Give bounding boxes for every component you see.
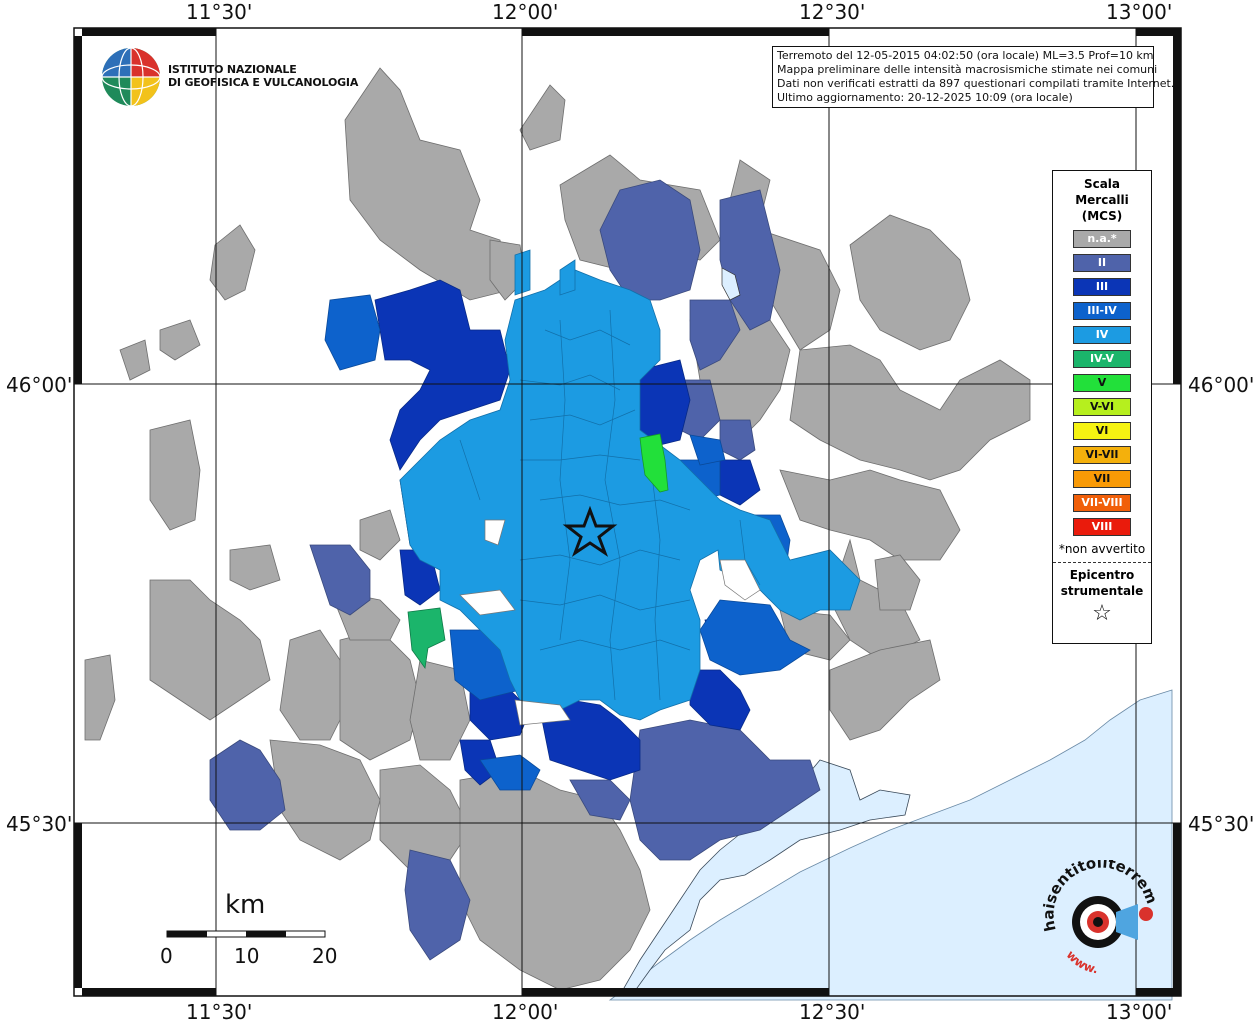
- legend-item: III: [1073, 278, 1131, 296]
- legend-epicenter-line: Epicentro: [1069, 568, 1135, 582]
- ingv-logo: ISTITUTO NAZIONALE DI GEOFISICA E VULCAN…: [100, 46, 358, 110]
- legend-item: V-VI: [1073, 398, 1131, 416]
- scale-bar: [166, 930, 326, 938]
- legend-item: V: [1073, 374, 1131, 392]
- epicenter-star: [562, 505, 618, 557]
- legend-item: n.a.*: [1073, 230, 1131, 248]
- lon-tick-label: 12°00': [492, 0, 559, 24]
- lon-tick-label: 12°30': [799, 1000, 866, 1024]
- legend-item: VII-VIII: [1073, 494, 1131, 512]
- legend-item: III-IV: [1073, 302, 1131, 320]
- legend-title: Scala Mercalli (MCS): [1053, 176, 1151, 224]
- legend-title-line: Scala: [1083, 177, 1121, 191]
- legend-items: n.a.* II III III-IV IV IV-V V V-VI VI VI-VII VII VI…: [1053, 230, 1151, 536]
- lon-tick-label: 12°00': [492, 1000, 559, 1024]
- event-info-line: Terremoto del 12-05-2015 04:02:50 (ora l…: [777, 49, 1154, 62]
- scale-unit-label: km: [225, 890, 266, 920]
- event-info-box: Terremoto del 12-05-2015 04:02:50 (ora l…: [772, 46, 1175, 108]
- legend-epicenter-line: strumentale: [1060, 584, 1144, 598]
- svg-text:www.: www.: [1063, 948, 1099, 977]
- scale-label: 20: [312, 944, 338, 968]
- legend-item: II: [1073, 254, 1131, 272]
- scale-label: 0: [160, 944, 173, 968]
- legend-title-line: Mercalli: [1075, 193, 1129, 207]
- lon-tick-label: 11°30': [186, 0, 253, 24]
- haisentito-logo: haisentitoilterremoto.it www.: [1031, 846, 1166, 980]
- region-intensity-IV-V: [407, 607, 446, 670]
- scale-label: 10: [234, 944, 260, 968]
- region-intensity-IV: [399, 249, 861, 721]
- lon-tick-label: 13°00': [1106, 1000, 1173, 1024]
- legend-item: VIII: [1073, 518, 1131, 536]
- lake: [721, 267, 741, 301]
- event-info-line: Ultimo aggiornamento: 20-12-2025 10:09 (…: [777, 91, 1073, 104]
- event-info-line: Mappa preliminare delle intensità macros…: [777, 63, 1158, 76]
- legend-item: VII: [1073, 470, 1131, 488]
- legend-item: VI: [1073, 422, 1131, 440]
- legend-separator: [1053, 562, 1151, 563]
- globe-icon: [101, 47, 161, 107]
- star-icon: ☆: [1092, 601, 1112, 626]
- lat-tick-label: 45°30': [6, 812, 73, 836]
- region-not-felt: [84, 67, 1031, 991]
- mcs-legend: Scala Mercalli (MCS) n.a.* II III III-IV IV I…: [1052, 170, 1152, 644]
- site-www-text: www.: [1063, 948, 1099, 977]
- haisentito-logo-graphic: haisentitoilterremoto.it www.: [1031, 846, 1161, 977]
- region-intensity-V: [639, 433, 669, 493]
- lat-tick-label: 46°00': [6, 373, 73, 397]
- lagoon: [619, 759, 911, 996]
- legend-item: VI-VII: [1073, 446, 1131, 464]
- lat-tick-label: 46°00': [1188, 373, 1255, 397]
- event-info-line: Dati non verificati estratti da 897 ques…: [777, 77, 1175, 90]
- legend-epicenter-label: Epicentro strumentale: [1053, 567, 1151, 599]
- region-intensity-II: [209, 179, 821, 961]
- region-no-data: [459, 519, 761, 726]
- legend-item: IV-V: [1073, 350, 1131, 368]
- legend-item: IV: [1073, 326, 1131, 344]
- legend-title-line: (MCS): [1081, 209, 1123, 223]
- map-frame: [73, 27, 1182, 997]
- lat-tick-label: 45°30': [1188, 812, 1255, 836]
- lon-tick-label: 13°00': [1106, 0, 1173, 24]
- institute-name-line2: DI GEOFISICA E VULCANOLOGIA: [168, 76, 359, 89]
- lon-tick-label: 12°30': [799, 0, 866, 24]
- lon-tick-label: 11°30': [186, 1000, 253, 1024]
- institute-name-line1: ISTITUTO NAZIONALE: [168, 63, 297, 76]
- legend-note: *non avvertito: [1058, 542, 1146, 556]
